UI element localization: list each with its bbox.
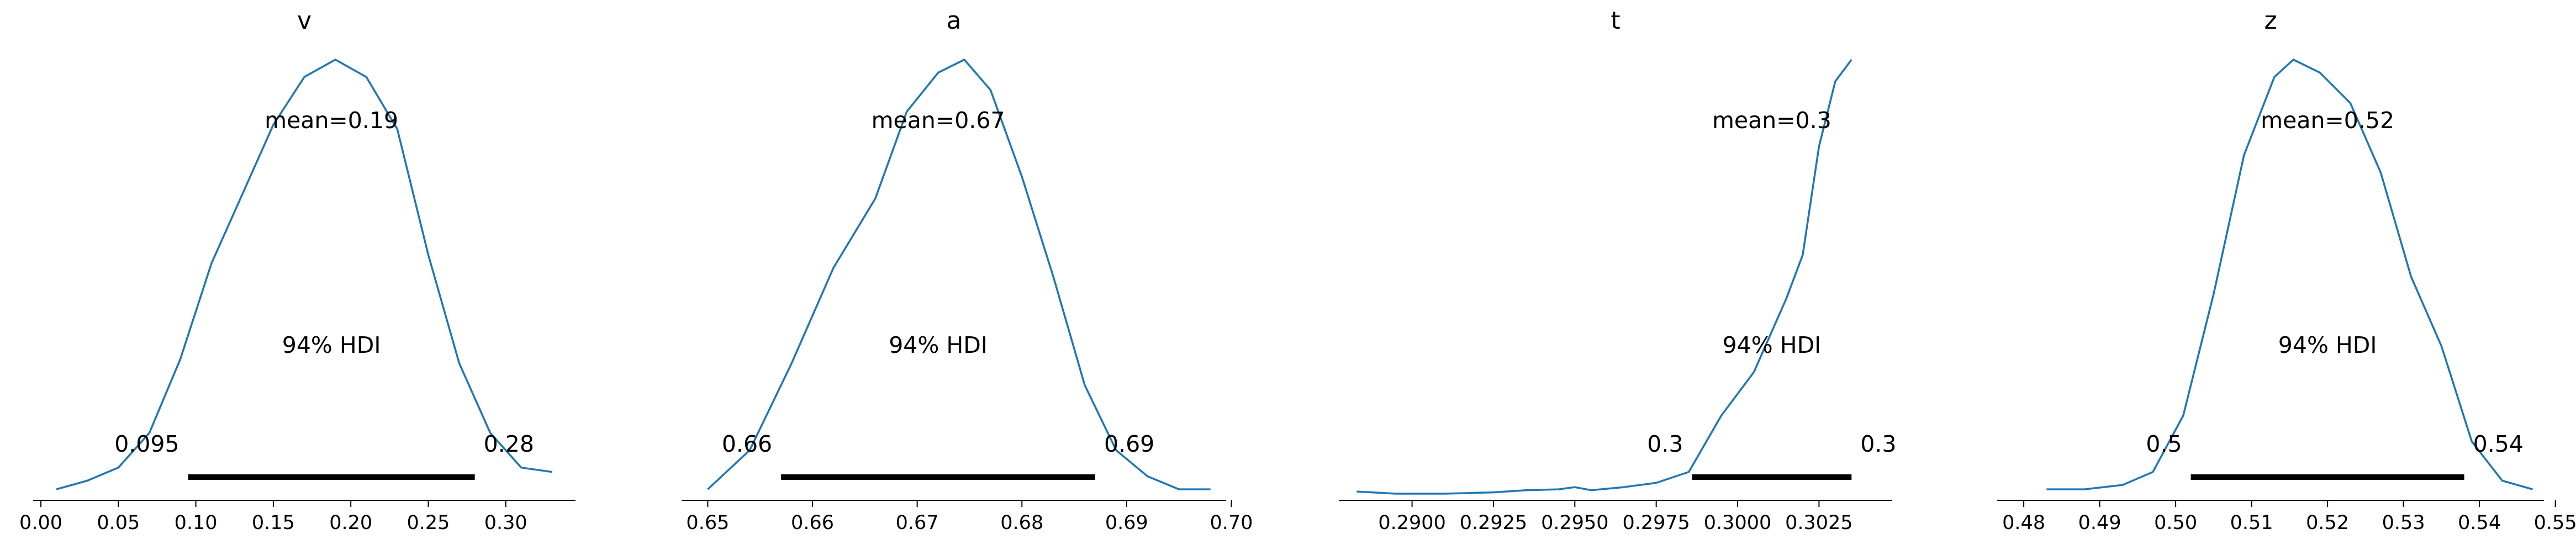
hdi-low-label: 0.5: [2146, 431, 2182, 457]
x-tick-label: 0.70: [1210, 512, 1253, 534]
density-curve: [707, 59, 1211, 490]
x-tick-label: 0.69: [1105, 512, 1148, 534]
hdi-high-label: 0.3: [1860, 431, 1896, 457]
mean-label: mean=0.19: [265, 107, 398, 134]
mean-label: mean=0.52: [2261, 107, 2394, 134]
x-tick-label: 0.48: [2002, 512, 2045, 534]
mean-label: mean=0.3: [1712, 107, 1831, 134]
x-tick-label: 0.65: [686, 512, 729, 534]
panel-v: 0.00 0.05 0.10 0.15 0.20 0.25 0.30 v mean=0.19 94…: [19, 7, 576, 534]
panel-title: a: [947, 7, 962, 35]
density-curve: [2046, 59, 2533, 490]
hdi-low-label: 0.66: [722, 431, 772, 457]
hdi-low-label: 0.095: [114, 431, 179, 457]
hdi-low-label: 0.3: [1647, 431, 1683, 457]
x-tick-label: 0.2925: [1460, 512, 1527, 534]
hdi-label: 94% HDI: [282, 332, 381, 358]
x-tick-label: 0.2900: [1378, 512, 1445, 534]
x-tick-label: 0.30: [484, 512, 527, 534]
x-tick-label: 0.51: [2230, 512, 2273, 534]
x-tick-label: 0.3000: [1704, 512, 1771, 534]
panel-a: 0.65 0.66 0.67 0.68 0.69 0.70 a mean=0.67 94% HD…: [682, 7, 1253, 534]
hdi-high-label: 0.69: [1104, 431, 1154, 457]
hdi-label: 94% HDI: [2278, 332, 2377, 358]
x-tick-label: 0.68: [1000, 512, 1043, 534]
x-tick-label: 0.50: [2154, 512, 2197, 534]
x-tick-label: 0.66: [791, 512, 834, 534]
hdi-label: 94% HDI: [889, 332, 988, 358]
density-curve: [1356, 59, 1852, 495]
x-tick-label: 0.52: [2306, 512, 2349, 534]
panel-t: 0.2900 0.2925 0.2950 0.2975 0.3000 0.3025 t mea…: [1339, 7, 1897, 534]
x-tick-label: 0.54: [2458, 512, 2501, 534]
x-tick-label: 0.05: [97, 512, 140, 534]
x-tick-label: 0.10: [175, 512, 218, 534]
panel-title: t: [1611, 7, 1620, 35]
x-tick-label: 0.00: [19, 512, 62, 534]
x-tick-label: 0.49: [2078, 512, 2121, 534]
hdi-high-label: 0.28: [484, 431, 534, 457]
mean-label: mean=0.67: [872, 107, 1005, 134]
x-tick-label: 0.3025: [1785, 512, 1852, 534]
panel-title: z: [2264, 7, 2277, 35]
hdi-label: 94% HDI: [1723, 332, 1822, 358]
x-tick-label: 0.2975: [1622, 512, 1690, 534]
x-tick-label: 0.25: [407, 512, 450, 534]
panel-z: 0.48 0.49 0.50 0.51 0.52 0.53 0.54 0.55 z mean=0.…: [1997, 7, 2576, 534]
x-tick-label: 0.20: [329, 512, 372, 534]
x-tick-label: 0.55: [2534, 512, 2576, 534]
density-curve: [56, 59, 553, 490]
x-tick-label: 0.67: [896, 512, 939, 534]
x-tick-label: 0.53: [2382, 512, 2425, 534]
panel-title: v: [297, 7, 312, 35]
hdi-high-label: 0.54: [2473, 431, 2524, 457]
x-tick-label: 0.15: [252, 512, 295, 534]
x-tick-label: 0.2950: [1541, 512, 1608, 534]
